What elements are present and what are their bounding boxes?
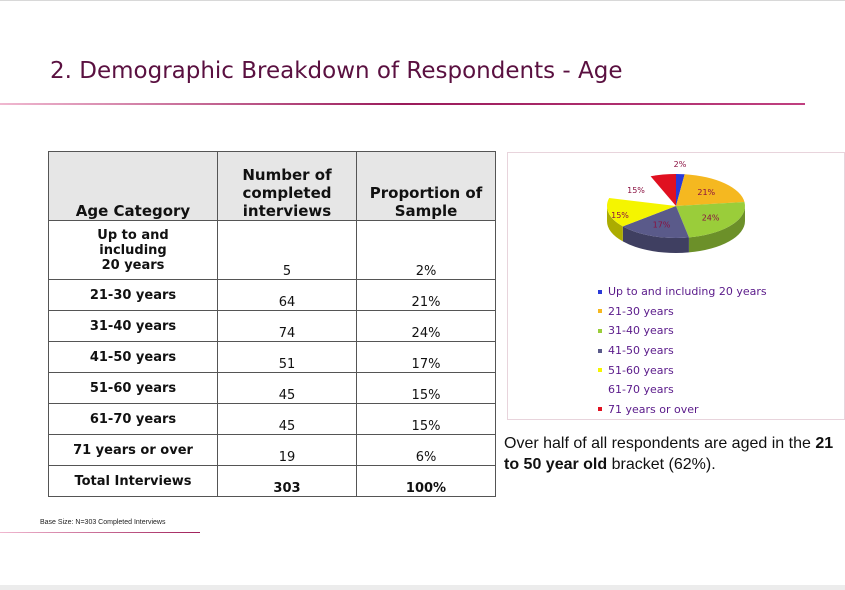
table-row: 71 years or over 19 6% <box>48 434 496 466</box>
row-proportion: 21% <box>356 279 496 311</box>
legend-label: Up to and including 20 years <box>608 285 767 299</box>
row-count: 45 <box>217 403 357 435</box>
base-size-note: Base Size: N=303 Completed Interviews <box>40 519 166 526</box>
row-count: 74 <box>217 310 357 342</box>
title-underline <box>0 103 805 105</box>
row-count: 5 <box>217 220 357 280</box>
table-row: 21-30 years 64 21% <box>48 279 496 311</box>
row-proportion: 17% <box>356 341 496 373</box>
row-proportion: 24% <box>356 310 496 342</box>
legend-label: 61-70 years <box>608 383 674 397</box>
row-proportion: 2% <box>356 220 496 280</box>
summary-pre: Over half of all respondents are aged in… <box>504 435 816 452</box>
table-row: Up to and including 20 years 5 2% <box>48 220 496 280</box>
table-total-row: Total Interviews 303 100% <box>48 465 496 497</box>
page-title: 2. Demographic Breakdown of Respondents … <box>50 58 623 84</box>
slide-bottom-border <box>0 585 845 590</box>
row-category: 51-60 years <box>48 372 218 404</box>
legend-swatch <box>598 348 602 353</box>
row-count: 19 <box>217 434 357 466</box>
header-proportion: Proportion of Sample <box>356 151 496 221</box>
slide-top-border <box>0 0 845 1</box>
legend-swatch <box>598 309 602 314</box>
legend-item: 21-30 years <box>598 302 767 322</box>
summary-post: bracket (62%). <box>607 456 716 473</box>
age-table: Age Category Number of completed intervi… <box>48 151 496 497</box>
legend-item: 51-60 years <box>598 360 767 380</box>
legend-label: 51-60 years <box>608 363 674 377</box>
row-count: 51 <box>217 341 357 373</box>
table-header-row: Age Category Number of completed intervi… <box>48 151 496 221</box>
table-row: 51-60 years 45 15% <box>48 372 496 404</box>
legend-label: 41-50 years <box>608 344 674 358</box>
legend-label: 31-40 years <box>608 324 674 338</box>
legend-swatch <box>598 387 602 392</box>
legend-item: Up to and including 20 years <box>598 282 767 302</box>
legend-item: 41-50 years <box>598 341 767 361</box>
summary-bold: 21 to 50 year old <box>504 435 834 473</box>
legend-swatch <box>598 328 602 333</box>
row-category: 21-30 years <box>48 279 218 311</box>
row-category: 31-40 years <box>48 310 218 342</box>
row-proportion: 15% <box>356 372 496 404</box>
table-row: 61-70 years 45 15% <box>48 403 496 435</box>
chart-legend: Up to and including 20 years 21-30 years 3… <box>598 282 767 419</box>
legend-swatch <box>598 407 602 412</box>
row-count: 45 <box>217 372 357 404</box>
table-row: 41-50 years 51 17% <box>48 341 496 373</box>
row-proportion: 6% <box>356 434 496 466</box>
summary-text: Over half of all respondents are aged in… <box>504 433 844 475</box>
footnote-underline <box>0 532 200 533</box>
legend-item: 71 years or over <box>598 400 767 420</box>
row-category: 41-50 years <box>48 341 218 373</box>
table-row: 31-40 years 74 24% <box>48 310 496 342</box>
total-category: Total Interviews <box>48 465 218 497</box>
legend-item: 31-40 years <box>598 321 767 341</box>
row-count: 64 <box>217 279 357 311</box>
legend-swatch <box>598 368 602 373</box>
legend-swatch <box>598 289 602 294</box>
header-completed-interviews: Number of completed interviews <box>217 151 357 221</box>
row-proportion: 15% <box>356 403 496 435</box>
row-category: Up to and including 20 years <box>48 220 218 280</box>
row-category: 71 years or over <box>48 434 218 466</box>
total-proportion: 100% <box>356 465 496 497</box>
legend-label: 21-30 years <box>608 304 674 318</box>
row-category: 61-70 years <box>48 403 218 435</box>
legend-item: 61-70 years <box>598 380 767 400</box>
total-count: 303 <box>217 465 357 497</box>
header-age-category: Age Category <box>48 151 218 221</box>
legend-label: 71 years or over <box>608 402 699 416</box>
